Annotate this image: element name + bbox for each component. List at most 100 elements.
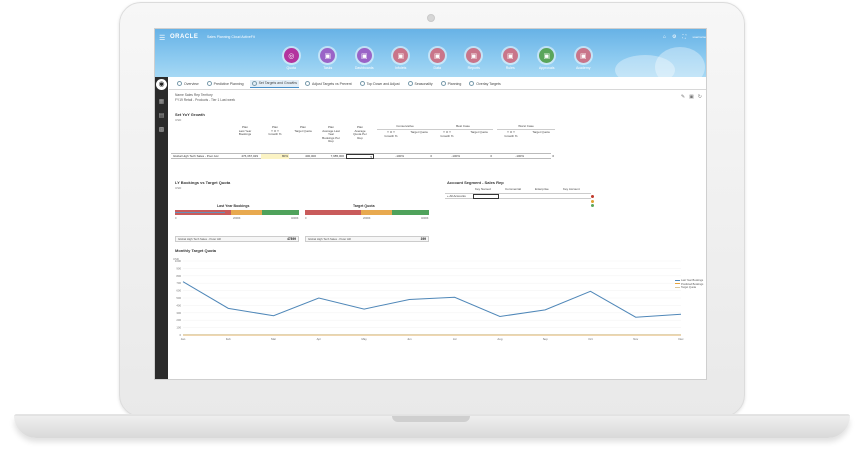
column-header: Plan Average Last Year Bookings Per Rep xyxy=(322,125,340,144)
account-row[interactable]: + All Accounts xyxy=(445,193,591,199)
bullet-unit: USD xyxy=(175,186,182,190)
infolet-icon: ▣ xyxy=(393,48,409,63)
group-header: Conservative xyxy=(377,124,433,130)
table-cell[interactable]: 7,985,000 xyxy=(330,154,344,158)
bullet-right-value: 399 xyxy=(420,237,426,241)
save-icon[interactable]: ▣ xyxy=(689,94,694,100)
account-row-label: + All Accounts xyxy=(447,194,466,198)
tab-label: Predictive Planning xyxy=(213,81,244,86)
tab-2[interactable]: Set Targets and Growths xyxy=(249,79,300,88)
column-header: Target Quota xyxy=(470,130,488,134)
account-title: Account Segment - Sales Rep xyxy=(447,180,504,185)
x-tick-label: Jul xyxy=(453,337,457,341)
table-cell[interactable]: 0 xyxy=(430,154,432,158)
tab-6[interactable]: Planning xyxy=(439,80,464,87)
account-cell-selected[interactable] xyxy=(473,194,499,199)
bullet-right-selector[interactable]: Global High Tech Sales - Peter Hill 399 xyxy=(305,236,429,242)
grid-unit: USD xyxy=(175,118,182,122)
tab-5[interactable]: Seasonality xyxy=(406,80,435,87)
home-rail-icon[interactable]: ◉ xyxy=(156,79,167,90)
table-cell[interactable]: 400,000 xyxy=(305,154,316,158)
tab-0[interactable]: Overview xyxy=(175,80,201,87)
bullet-right-scale-0: 0 xyxy=(305,217,307,220)
nav-item-approvals[interactable]: ▣ Approvals xyxy=(529,48,566,70)
nav-label: Infolets xyxy=(395,66,407,70)
laptop-base xyxy=(14,416,850,438)
table-cell[interactable]: -100% xyxy=(515,154,524,158)
nav-item-tasks[interactable]: ▣ Tasks xyxy=(310,48,347,70)
table-cell[interactable]: -100% xyxy=(451,154,460,158)
tab-label: Set Targets and Growths xyxy=(258,81,298,85)
tab-3[interactable]: Adjust Targets vs Prevent xyxy=(303,80,354,87)
account-col-2: Commercial xyxy=(505,187,522,191)
series-line-0 xyxy=(182,281,682,318)
tab-label: Seasonality xyxy=(414,81,433,86)
column-header: Y O Y Growth % xyxy=(504,130,518,138)
tab-4[interactable]: Top Down and Adjust xyxy=(358,80,402,87)
nav-item-dashboards[interactable]: ▣ Dashboards xyxy=(346,48,383,70)
legend-label: Target Quota xyxy=(681,286,696,290)
bullet-left-selector[interactable]: Global High Tech Sales - Peter Hill 4789… xyxy=(175,236,299,242)
laptop-notch xyxy=(392,416,470,422)
chart-icon[interactable]: ▩ xyxy=(158,127,165,133)
nav-item-data[interactable]: ▣ Data xyxy=(419,48,456,70)
x-tick-label: Oct xyxy=(588,337,593,341)
table-row[interactable]: Global High Tech Sales - Poor Acc 476,36… xyxy=(171,153,554,159)
x-tick-label: Sep xyxy=(543,337,548,341)
grid-icon[interactable]: ▤ xyxy=(158,113,165,119)
bullet-left-scale-2: 4000K xyxy=(291,217,299,220)
hamburger-menu-icon[interactable]: ☰ xyxy=(159,35,166,42)
y-tick-label: 500 xyxy=(176,296,181,300)
tab-icon xyxy=(206,81,212,86)
row-label: Global High Tech Sales - Poor Acc xyxy=(173,154,219,158)
tab-1[interactable]: Predictive Planning xyxy=(205,80,246,87)
column-header: Y O Y Growth % xyxy=(384,130,398,138)
status-dot-icon xyxy=(591,204,594,207)
tab-7[interactable]: Overlay Targets xyxy=(467,80,502,87)
table-cell[interactable]: 5 xyxy=(346,154,374,159)
hierarchy-icon[interactable]: ▦ xyxy=(158,99,165,105)
settings-icon[interactable]: ⚙ xyxy=(672,34,677,40)
bullet-left-title: Last Year Bookings xyxy=(217,204,250,208)
group-header: Best Case xyxy=(433,124,493,130)
pov-line-2[interactable]: FY19 Retail - Products - Tier 1 Last wee… xyxy=(175,98,236,102)
nav-item-infolets[interactable]: ▣ Infolets xyxy=(383,48,420,70)
academy-icon: ▣ xyxy=(575,48,591,63)
legend-swatch xyxy=(675,283,680,285)
nav-item-quota[interactable]: ◎ Quota xyxy=(273,48,310,70)
y-tick-label: 400 xyxy=(176,303,181,307)
top-banner: ☰ ORACLE Sales Planning Cloud ActiveFit … xyxy=(155,29,706,87)
fullscreen-icon[interactable]: ⛶ xyxy=(682,34,686,40)
table-cell[interactable]: 80% xyxy=(261,154,289,159)
bullet-left-measure xyxy=(175,212,225,213)
tab-icon xyxy=(440,81,446,86)
edit-icon[interactable]: ✎ xyxy=(680,94,686,100)
column-header: Target Quota xyxy=(532,130,550,134)
x-tick-label: Dec xyxy=(679,337,685,341)
x-tick-label: Feb xyxy=(226,337,231,341)
cloud-decoration xyxy=(655,47,705,87)
table-cell[interactable]: 476,367,029 xyxy=(241,154,258,158)
table-cell[interactable]: -100% xyxy=(395,154,404,158)
legend-swatch xyxy=(675,287,680,288)
nav-label: Approvals xyxy=(538,66,555,70)
table-cell[interactable]: 0 xyxy=(552,154,554,158)
nav-item-rules[interactable]: ▣ Rules xyxy=(492,48,529,70)
legend-entry: Last Year Bookings xyxy=(675,279,703,283)
user-menu[interactable]: username xyxy=(692,35,706,39)
x-tick-label: Aug xyxy=(497,337,502,341)
tab-label: Adjust Targets vs Prevent xyxy=(312,81,352,86)
nav-label: Academy xyxy=(575,66,591,70)
main-navigation: ◎ Quota ▣ Tasks ▣ Dashboards ▣ Infolets ▣ Data ▣ Re… xyxy=(273,48,602,70)
nav-item-reports[interactable]: ▣ Reports xyxy=(456,48,493,70)
tab-icon xyxy=(251,80,257,86)
refresh-icon[interactable]: ↻ xyxy=(697,94,702,100)
nav-item-academy[interactable]: ▣ Academy xyxy=(565,48,602,70)
table-cell[interactable]: 0 xyxy=(490,154,492,158)
tab-label: Overlay Targets xyxy=(476,81,501,86)
y-tick-label: 200 xyxy=(176,318,181,322)
bullet-left-scale-1: 2000K xyxy=(233,217,241,220)
home-icon[interactable]: ⌂ xyxy=(662,34,666,40)
